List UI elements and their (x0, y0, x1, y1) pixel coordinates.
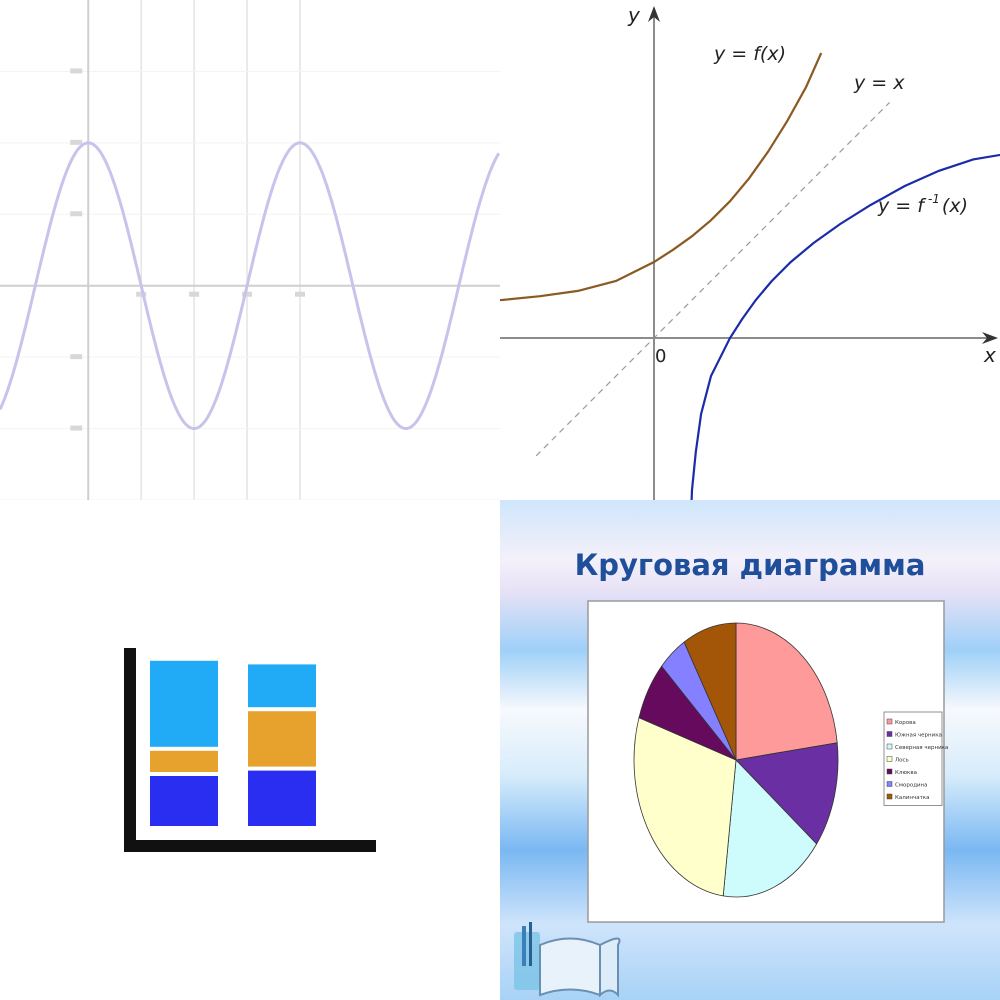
finv-curve (690, 153, 1000, 500)
pie-slide-panel: Круговая диаграмма Корова Южная черника Се… (500, 500, 1000, 1000)
bar-segment (248, 770, 316, 826)
y-tick-label (70, 354, 83, 360)
legend-item: Северная черника (895, 745, 948, 751)
cosine-curve (0, 141, 500, 430)
legend-swatch (886, 781, 893, 787)
cosine-chart-panel (0, 0, 500, 500)
y-axis (124, 648, 136, 852)
finv-label-tail: (x) (942, 195, 968, 217)
legend-box (883, 711, 943, 806)
origin-label: 0 (655, 346, 666, 367)
pie-slice (722, 759, 818, 898)
identity-line (535, 101, 891, 457)
legend-swatch (886, 718, 893, 725)
bar-segment (150, 776, 218, 826)
pie-slide: Круговая диаграмма Корова Южная черника Се… (514, 548, 948, 998)
pie-slice (735, 742, 839, 845)
legend-item: Лось (895, 758, 909, 764)
x-tick-label (189, 291, 200, 297)
f-curve (500, 52, 823, 302)
legend-item: Корова (895, 720, 916, 726)
finv-label-main: y = f (877, 195, 927, 217)
x-tick-label (242, 291, 253, 297)
y-tick-label (70, 425, 83, 431)
bar-segment (150, 750, 218, 772)
pie-slice (683, 622, 737, 761)
legend-item: Калинчатка (895, 795, 929, 801)
y-tick-label (70, 211, 83, 217)
bar-segment (150, 660, 218, 747)
y-axis-label: y (627, 3, 641, 27)
bar-segment (248, 664, 316, 708)
y-tick-label (70, 139, 83, 145)
stacked-bar-chart (124, 648, 376, 852)
stacked-bar-panel (0, 500, 500, 1000)
x-axis-label: x (983, 343, 996, 367)
legend-swatch (886, 768, 893, 775)
x-tick-label (295, 291, 305, 297)
pie-title: Круговая диаграмма (575, 548, 926, 582)
x-tick-label (136, 291, 147, 297)
x-axis (124, 840, 376, 852)
inverse-function-panel: y x 0 y = f(x) y = x y = f -1 (x) (500, 0, 1000, 500)
finv-label-sup: -1 (928, 192, 940, 206)
y-tick-label (70, 68, 83, 74)
cosine-chart (0, 0, 500, 500)
f-label: y = f(x) (713, 43, 786, 65)
books-icon (514, 922, 621, 998)
bar-segment (248, 711, 316, 767)
pie-slice (735, 622, 838, 761)
legend-swatch (886, 743, 893, 750)
legend-item: Южная черника (895, 733, 942, 739)
identity-label: y = x (853, 72, 905, 94)
legend-swatch (886, 793, 893, 800)
legend-swatch (886, 756, 893, 762)
legend-swatch (886, 731, 893, 737)
inverse-function-chart: y x 0 y = f(x) y = x y = f -1 (x) (500, 3, 1000, 500)
finv-label: y = f -1 (x) (877, 192, 968, 217)
pie-slice (633, 717, 737, 897)
legend-item: Смородина (895, 783, 928, 789)
legend-item: Клюква (895, 770, 917, 776)
